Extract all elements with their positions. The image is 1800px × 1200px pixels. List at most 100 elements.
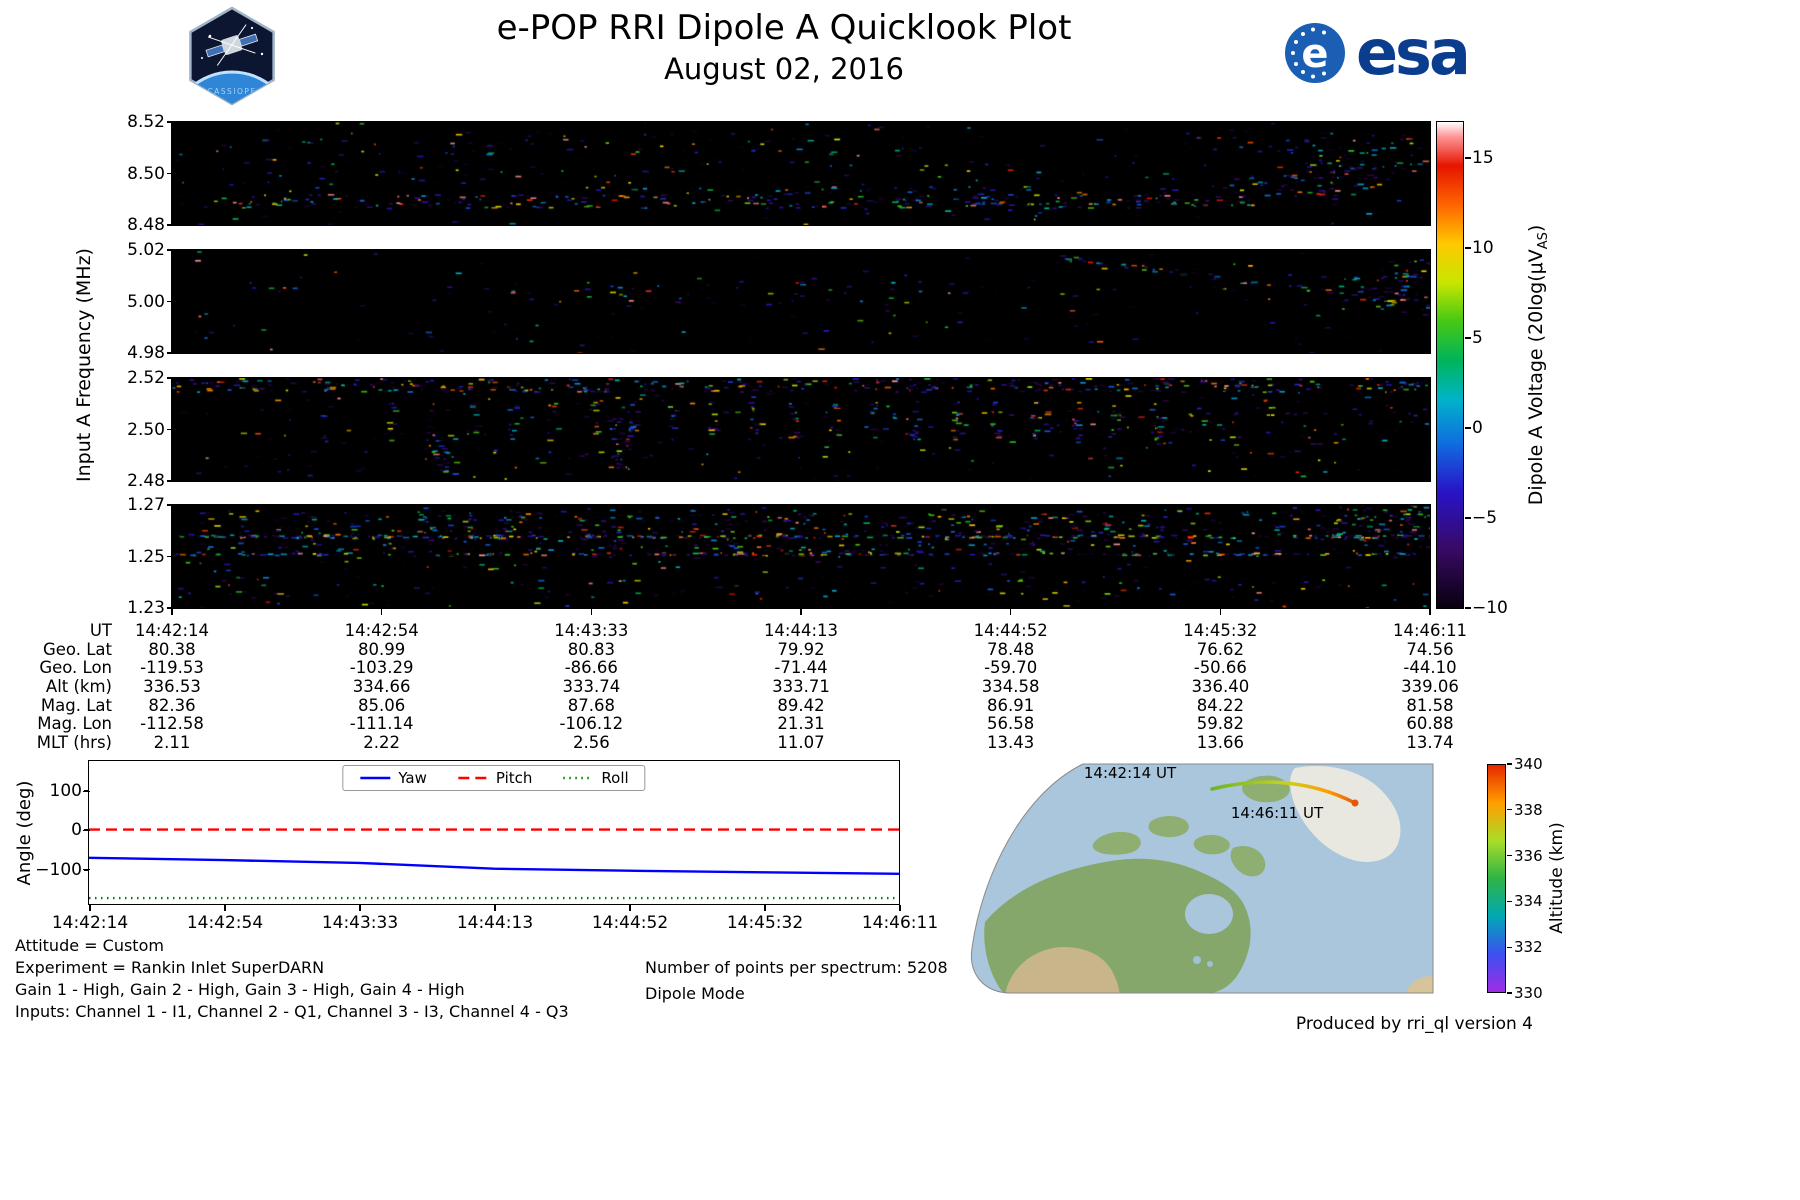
- ephemeris-row-label: Mag. Lon: [37, 714, 112, 734]
- altitude-tick-mark: [1507, 809, 1512, 811]
- map-arctic-island: [1148, 816, 1189, 838]
- ephemeris-cell: 80.99: [358, 639, 406, 659]
- freq-tick-label: 2.52: [95, 368, 174, 388]
- spectrogram-panel-3: [171, 504, 1431, 609]
- altitude-tick-label: 338: [1514, 800, 1543, 819]
- ephemeris-cell: -111.14: [349, 714, 414, 734]
- angle-xtick-mark: [89, 905, 91, 911]
- annotation-experiment: Experiment = Rankin Inlet SuperDARN: [15, 958, 325, 977]
- angle-ytick-label: 100: [0, 781, 91, 801]
- badge-text: CASSIOPE: [207, 87, 256, 96]
- esa-wordmark: esa: [1356, 16, 1471, 89]
- satellite-track: [1210, 780, 1357, 805]
- ephemeris-cell: 85.06: [358, 695, 406, 715]
- ephemeris-cell: 87.68: [567, 695, 615, 715]
- angle-xtick-label: 14:43:33: [321, 913, 399, 933]
- ephemeris-cell: -103.29: [349, 658, 414, 678]
- ephemeris-cell: 84.22: [1196, 695, 1244, 715]
- ephemeris-row-label: MLT (hrs): [36, 733, 112, 753]
- ephemeris-row: MLT (hrs) 2.11 2.22 2.56 11.07 13.43 13.66 13.7…: [0, 733, 1560, 753]
- title-block: e-POP RRI Dipole A Quicklook Plot August…: [0, 8, 1568, 86]
- track-end-point: [1351, 799, 1359, 807]
- ephemeris-cell: -112.58: [140, 714, 204, 734]
- freq-tick-label: 2.50: [95, 420, 174, 440]
- ephemeris-row: Geo. Lat 80.38 80.99 80.83 79.92 78.48 76.62 74…: [0, 639, 1560, 660]
- ephemeris-row-label: Geo. Lon: [39, 658, 112, 678]
- ground-track-map: 14:42:14 UT 14:46:11 UT: [970, 763, 1434, 994]
- angle-xtick-mark: [359, 905, 361, 911]
- ephemeris-row-label: Alt (km): [45, 677, 112, 697]
- ephemeris-cell: 60.88: [1406, 714, 1454, 734]
- annotation-gains: Gain 1 - High, Gain 2 - High, Gain 3 - H…: [15, 980, 465, 999]
- annotation-inputs: Inputs: Channel 1 - I1, Channel 2 - Q1, …: [15, 1002, 569, 1021]
- altitude-tick-label: 334: [1514, 892, 1543, 911]
- freq-tick-label: 8.48: [95, 215, 174, 235]
- ephemeris-cell: 14:42:14: [134, 621, 210, 640]
- spectro-xtick-mark: [800, 609, 802, 615]
- map-great-lakes: [1193, 956, 1201, 964]
- ephemeris-cell: 21.31: [777, 714, 825, 734]
- colorbar-tick-mark: [1465, 517, 1471, 519]
- angle-xtick-label: 14:44:13: [456, 913, 534, 933]
- legend-label: Yaw: [398, 769, 427, 787]
- annotation-points: Number of points per spectrum: 5208: [645, 958, 948, 977]
- ephemeris-cell: 14:46:11: [1392, 621, 1468, 640]
- altitude-tick-label: 330: [1514, 984, 1543, 1002]
- ephemeris-cell: 59.82: [1196, 714, 1244, 734]
- altitude-tick-label: 340: [1514, 755, 1543, 773]
- legend-item: Roll: [562, 769, 629, 787]
- esa-emblem-letter: e: [1301, 31, 1328, 77]
- ephemeris-cell: 334.66: [352, 677, 411, 697]
- legend-item: Pitch: [457, 769, 532, 787]
- angle-xtick-mark: [629, 905, 631, 911]
- colorbar-tick-mark: [1465, 427, 1471, 429]
- freq-tick-column: 8.52 8.50 8.48 5.02 5.00 4.98 2.52 2.50 …: [95, 0, 174, 700]
- freq-tick-label: 1.25: [95, 547, 174, 567]
- ephemeris-cell: -44.10: [1403, 658, 1457, 678]
- produced-by-note: Produced by rri_ql version 4: [1295, 1014, 1533, 1034]
- ephemeris-table: UT 14:42:14 14:42:54 14:43:33 14:44:13 14:44:…: [0, 621, 1560, 753]
- ephemeris-cell: 334.58: [981, 677, 1040, 697]
- ephemeris-cell: 336.40: [1191, 677, 1250, 697]
- altitude-tick-mark: [1507, 763, 1512, 765]
- spectro-colorbar: [1436, 121, 1464, 609]
- legend-line-dotted: [563, 776, 594, 780]
- ephemeris-cell: -119.53: [140, 658, 204, 678]
- altitude-tick-mark: [1507, 900, 1512, 902]
- angle-xtick-label: 14:42:54: [186, 913, 264, 933]
- annotation-attitude: Attitude = Custom: [15, 936, 164, 955]
- ephemeris-cell: 80.83: [567, 639, 615, 659]
- colorbar-tick-label: −10: [1472, 598, 1508, 618]
- angle-xtick-label: 14:46:11: [861, 913, 939, 933]
- ephemeris-row: Mag. Lon -112.58 -111.14 -106.12 21.31 56.58 5…: [0, 715, 1560, 734]
- angle-xtick-label: 14:42:14: [51, 913, 129, 933]
- angle-legend: Yaw Pitch Roll: [342, 765, 646, 791]
- freq-tick-label: 1.27: [95, 495, 174, 515]
- map-baffin-island: [1230, 845, 1266, 877]
- colorbar-tick-label: 15: [1472, 148, 1494, 168]
- spectro-xtick-mark: [1009, 609, 1012, 615]
- altitude-tick-label: 332: [1514, 938, 1543, 957]
- ephemeris-row: Geo. Lon -119.53 -103.29 -86.66 -71.44 -59.70…: [0, 659, 1560, 678]
- colorbar-tick-label: 10: [1472, 238, 1494, 258]
- spectrogram-panel-0: [171, 121, 1431, 226]
- map-southwest-desert: [1005, 947, 1120, 993]
- colorbar-tick-mark: [1465, 607, 1471, 609]
- page-title: e-POP RRI Dipole A Quicklook Plot: [496, 8, 1072, 48]
- ephemeris-cell: -86.66: [564, 658, 618, 678]
- spectro-xtick-mark: [1219, 609, 1222, 615]
- ephemeris-cell: 56.58: [987, 714, 1035, 734]
- ephemeris-cell: 74.56: [1406, 639, 1454, 659]
- map-hudson-bay: [1185, 894, 1233, 934]
- freq-axis-label: Input A Frequency (MHz): [73, 248, 95, 482]
- ephemeris-cell: 79.92: [777, 639, 825, 659]
- ephemeris-cell: 86.91: [987, 695, 1035, 715]
- ephemeris-cell: 11.07: [777, 733, 825, 753]
- ephemeris-cell: 2.11: [153, 733, 191, 753]
- freq-tick-label: 2.48: [95, 471, 174, 491]
- altitude-tick-mark: [1507, 992, 1512, 994]
- angle-xtick-mark: [764, 905, 766, 911]
- ephemeris-cell: 14:44:52: [973, 621, 1048, 640]
- annotation-mode: Dipole Mode: [645, 984, 745, 1003]
- colorbar-label: Dipole A Voltage (20log(μVAS): [1525, 224, 1551, 506]
